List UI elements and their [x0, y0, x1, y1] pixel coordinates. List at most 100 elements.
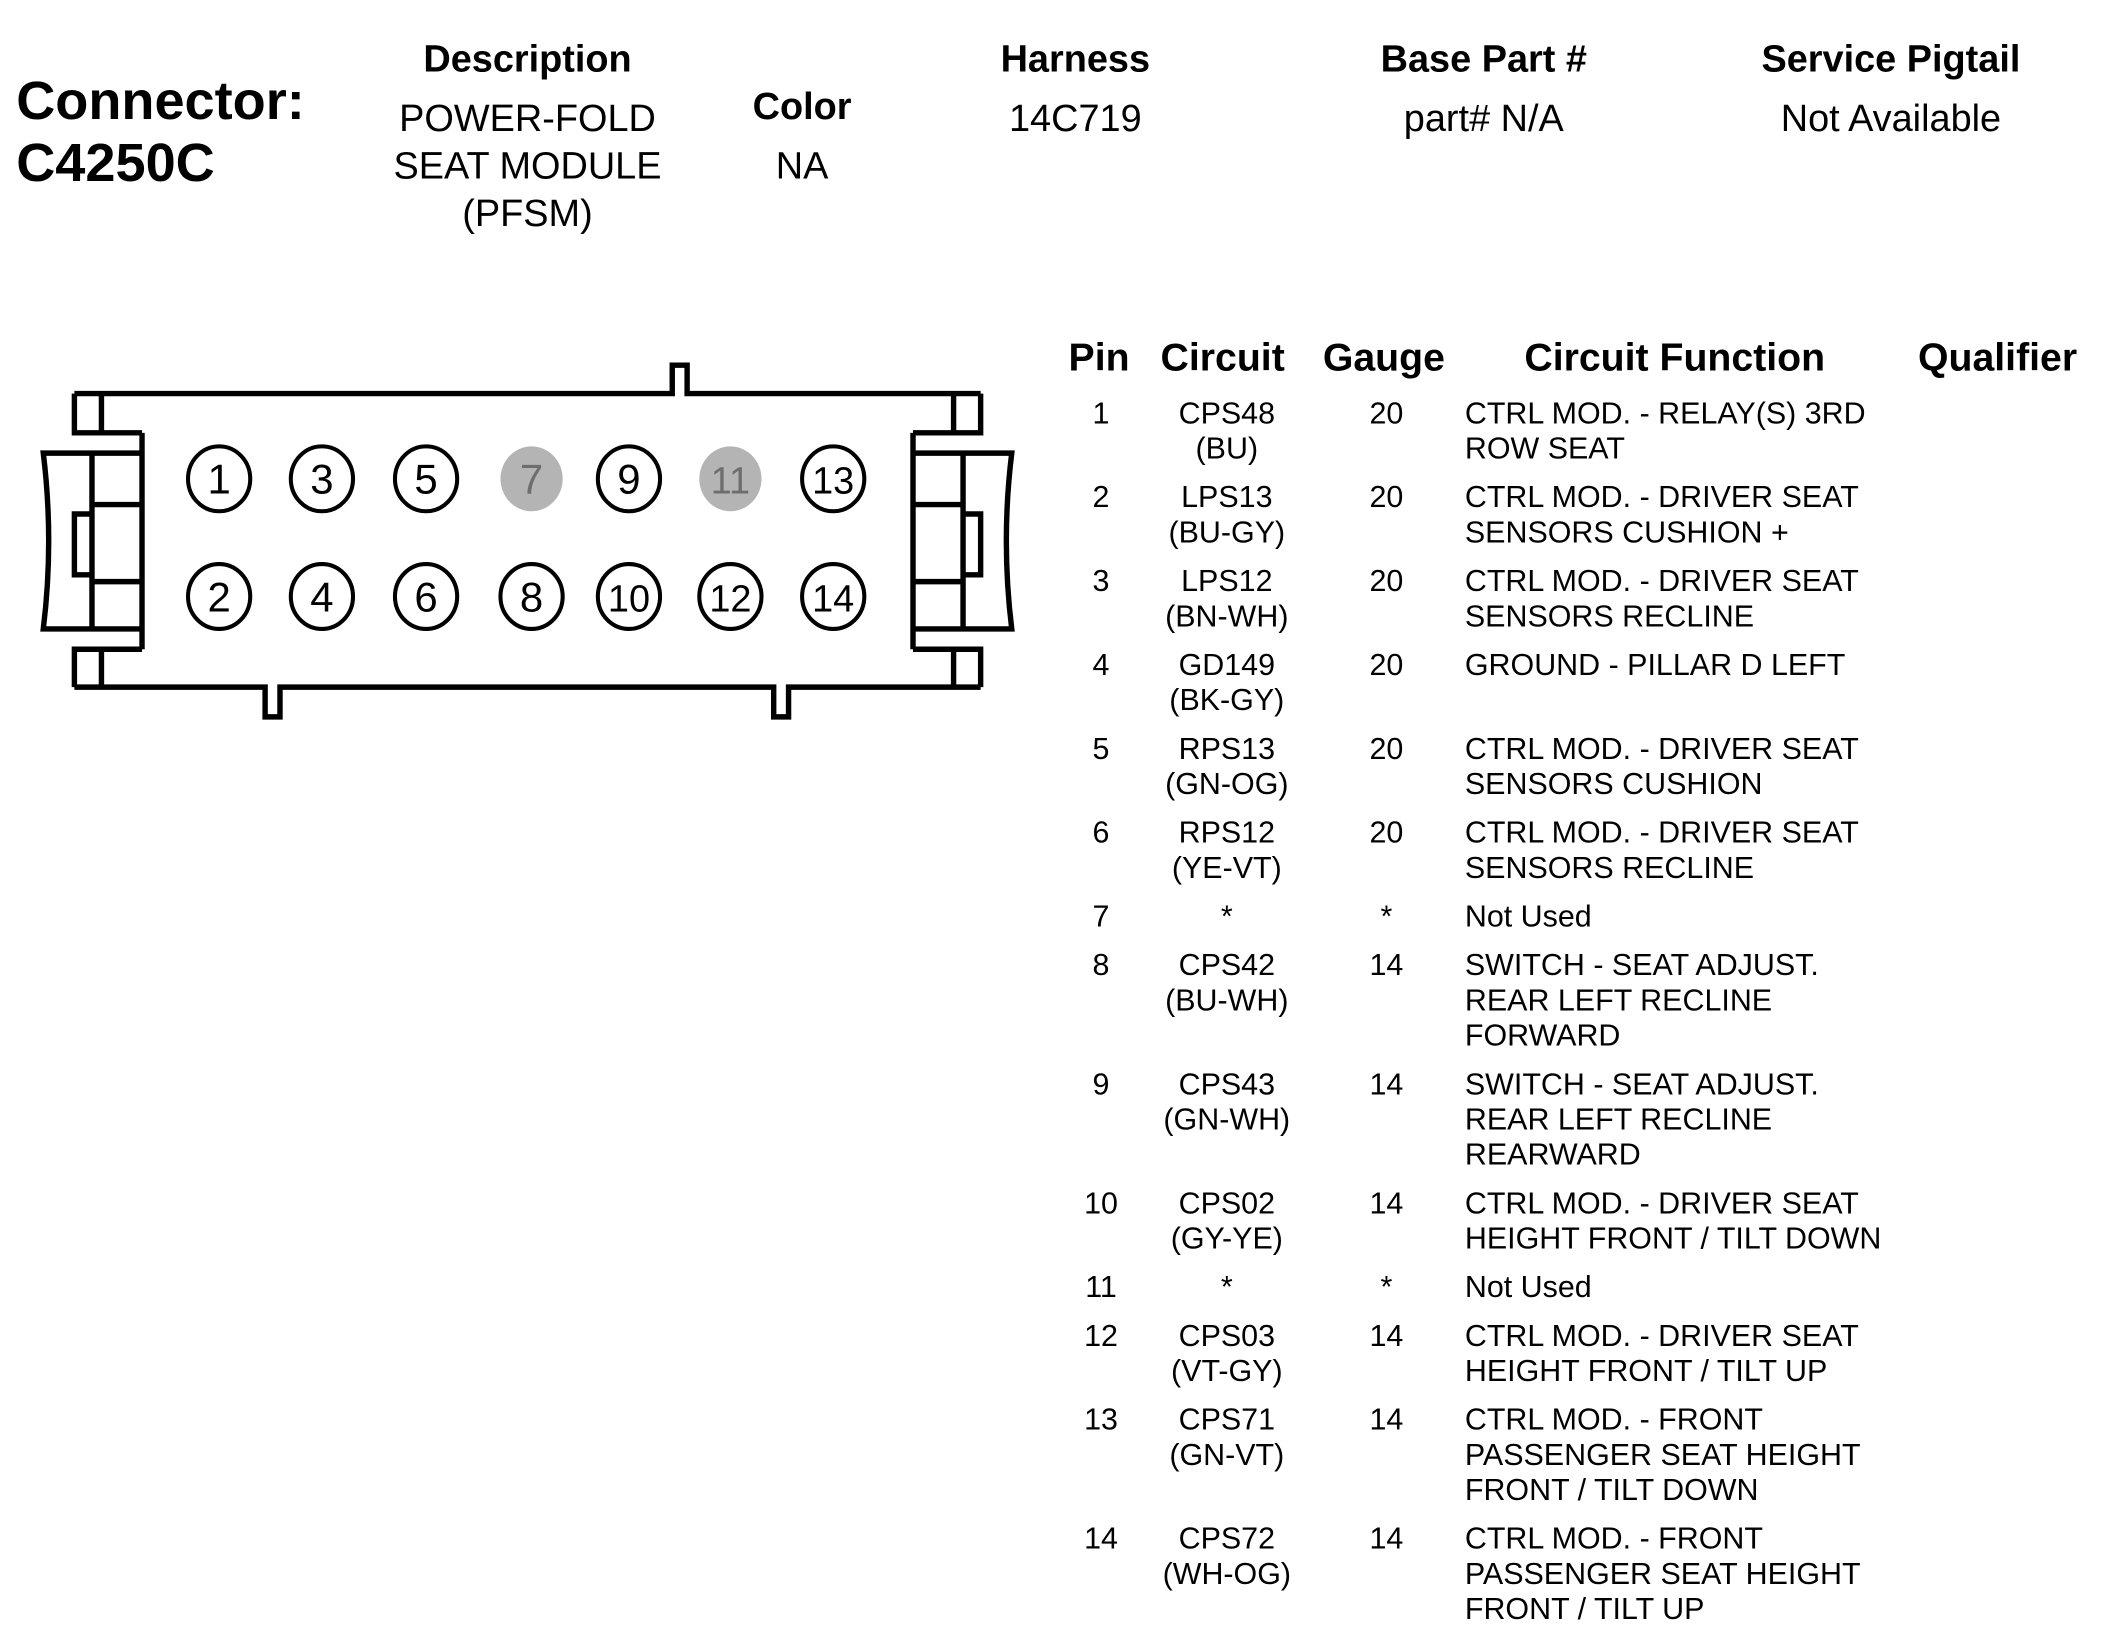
circuit-function-line: SWITCH - SEAT ADJUST.	[1464, 1067, 1819, 1102]
circuit-function-line: PASSENGER SEAT HEIGHT	[1464, 1556, 1861, 1591]
circuit-function-line: REARWARD	[1464, 1137, 1641, 1172]
circuit-function-line: CTRL MOD. - RELAY(S) 3RD	[1464, 396, 1866, 431]
wire-color-cell: (BN-WH)	[1165, 599, 1289, 634]
circuit-cell: GD149	[1178, 647, 1276, 682]
circuit-function-line: CTRL MOD. - FRONT	[1464, 1402, 1763, 1437]
wire-color-cell: (WH-OG)	[1162, 1556, 1292, 1591]
pin-number: 2	[207, 573, 230, 620]
wire-color-cell: (VT-GY)	[1171, 1353, 1283, 1388]
gauge-cell: 14	[1369, 1067, 1404, 1102]
wire-color-cell: (BU-WH)	[1165, 983, 1289, 1018]
pin-number: 3	[310, 456, 333, 503]
connector-face-diagram: 1 3 5 7 9 11 132 4 6 8 10 12 14	[40, 362, 1015, 720]
pin-circle	[185, 562, 253, 631]
wire-color-cell: (BU-GY)	[1168, 515, 1286, 550]
base-part-value: part# N/A	[1403, 97, 1564, 140]
gauge-header: Gauge	[1322, 336, 1445, 381]
harness-header: Harness	[1000, 37, 1151, 80]
circuit-function-line: SWITCH - SEAT ADJUST.	[1464, 948, 1819, 982]
circuit-function-line: REAR LEFT RECLINE	[1464, 1102, 1773, 1137]
circuit-function-line: HEIGHT FRONT / TILT UP	[1464, 1353, 1828, 1388]
pin-cell: 14	[1084, 1521, 1118, 1556]
circuit-function-line: CTRL MOD. - DRIVER SEAT	[1464, 1318, 1859, 1353]
pin-number: 13	[812, 461, 854, 503]
circuit-function-line: Not Used	[1464, 899, 1592, 934]
circuit-function-line: PASSENGER SEAT HEIGHT	[1464, 1437, 1861, 1472]
pin-cavity: 2	[185, 562, 253, 631]
circuit-function-line: CTRL MOD. - DRIVER SEAT	[1464, 564, 1859, 598]
pin-cavity: 14	[800, 562, 867, 631]
wire-color-cell: (GY-YE)	[1170, 1221, 1283, 1256]
pin-circle	[500, 446, 563, 512]
circuit-function-line: SENSORS RECLINE	[1464, 850, 1755, 885]
connector-label: Connector:	[16, 71, 305, 132]
pin-circle	[392, 562, 460, 631]
wire-color-cell: (GN-VT)	[1169, 1437, 1285, 1472]
pin-number: 10	[608, 578, 650, 620]
pin-number: 11	[711, 461, 750, 503]
pin-circle	[595, 444, 663, 514]
pin-cell: 7	[1092, 899, 1110, 934]
pin-cavity: 6	[392, 562, 460, 631]
circuit-function-line: ROW SEAT	[1464, 431, 1625, 466]
circuit-cell: LPS12	[1181, 564, 1273, 598]
circuit-cell: *	[1220, 1270, 1233, 1304]
gauge-cell: *	[1380, 899, 1393, 934]
wire-color-cell: (YE-VT)	[1171, 850, 1282, 885]
pin-number: 6	[414, 573, 437, 620]
gauge-cell: 20	[1369, 731, 1404, 766]
pin-circle	[800, 444, 867, 514]
circuit-cell: CPS02	[1178, 1186, 1276, 1221]
pin-cavity: 5	[392, 444, 460, 514]
circuit-header: Circuit	[1160, 336, 1285, 381]
circuit-function-line: CTRL MOD. - DRIVER SEAT	[1464, 1186, 1859, 1221]
pin-cell: 13	[1084, 1402, 1118, 1437]
circuit-cell: *	[1220, 899, 1233, 934]
description-header: Description	[423, 37, 632, 80]
circuit-function-line: CTRL MOD. - DRIVER SEAT	[1464, 815, 1859, 850]
pin-cavities: 1 3 5 7 9 11 132 4 6 8 10 12 14	[185, 444, 867, 631]
wire-color-cell: (GN-WH)	[1163, 1102, 1291, 1137]
pin-cavity: 10	[595, 562, 663, 631]
service-pigtail-header: Service Pigtail	[1761, 37, 2021, 80]
pin-circle	[288, 444, 356, 514]
pin-cavity: 11	[699, 446, 762, 512]
gauge-cell: 14	[1369, 948, 1404, 982]
pin-cell: 6	[1092, 815, 1110, 850]
gauge-cell: 14	[1369, 1186, 1404, 1221]
pin-number: 5	[414, 456, 437, 503]
qualifier-header: Qualifier	[1917, 336, 2078, 381]
pin-number: 1	[207, 456, 230, 503]
pin-cell: 8	[1092, 948, 1110, 982]
circuit-function-line: CTRL MOD. - DRIVER SEAT	[1464, 480, 1859, 514]
service-pigtail-value: Not Available	[1780, 97, 2002, 140]
pin-cell: 4	[1092, 647, 1110, 682]
description-value: POWER-FOLD SEAT MODULE (PFSM)	[394, 95, 662, 237]
circuit-cell: CPS48	[1178, 396, 1276, 431]
pin-cavity: 1	[185, 444, 253, 514]
pin-number: 4	[310, 573, 333, 620]
pin-cell: 3	[1092, 564, 1110, 598]
pin-circle	[498, 562, 565, 631]
pin-cavity: 7	[500, 446, 563, 512]
gauge-cell: 20	[1369, 564, 1404, 598]
pin-header: Pin	[1068, 336, 1130, 381]
circuit-function-line: HEIGHT FRONT / TILT DOWN	[1464, 1221, 1882, 1256]
pin-circle	[185, 444, 253, 514]
pin-circle	[800, 562, 867, 631]
pin-number: 9	[617, 456, 640, 503]
circuit-cell: RPS12	[1178, 815, 1276, 850]
circuit-cell: CPS03	[1178, 1318, 1276, 1353]
gauge-cell: 20	[1369, 396, 1404, 431]
circuit-function-line: SENSORS RECLINE	[1464, 599, 1755, 634]
pin-cavity: 12	[697, 562, 764, 631]
circuit-function-line: CTRL MOD. - FRONT	[1464, 1521, 1763, 1556]
circuit-function-header: Circuit Function	[1524, 336, 1826, 381]
pin-cell: 9	[1092, 1067, 1110, 1102]
connector-housing	[40, 362, 1015, 720]
circuit-cell: CPS71	[1178, 1402, 1276, 1437]
pin-cavity: 13	[800, 444, 867, 514]
pin-number: 12	[709, 578, 751, 620]
circuit-function-line: FORWARD	[1464, 1018, 1621, 1053]
description-line: (PFSM)	[462, 192, 593, 234]
